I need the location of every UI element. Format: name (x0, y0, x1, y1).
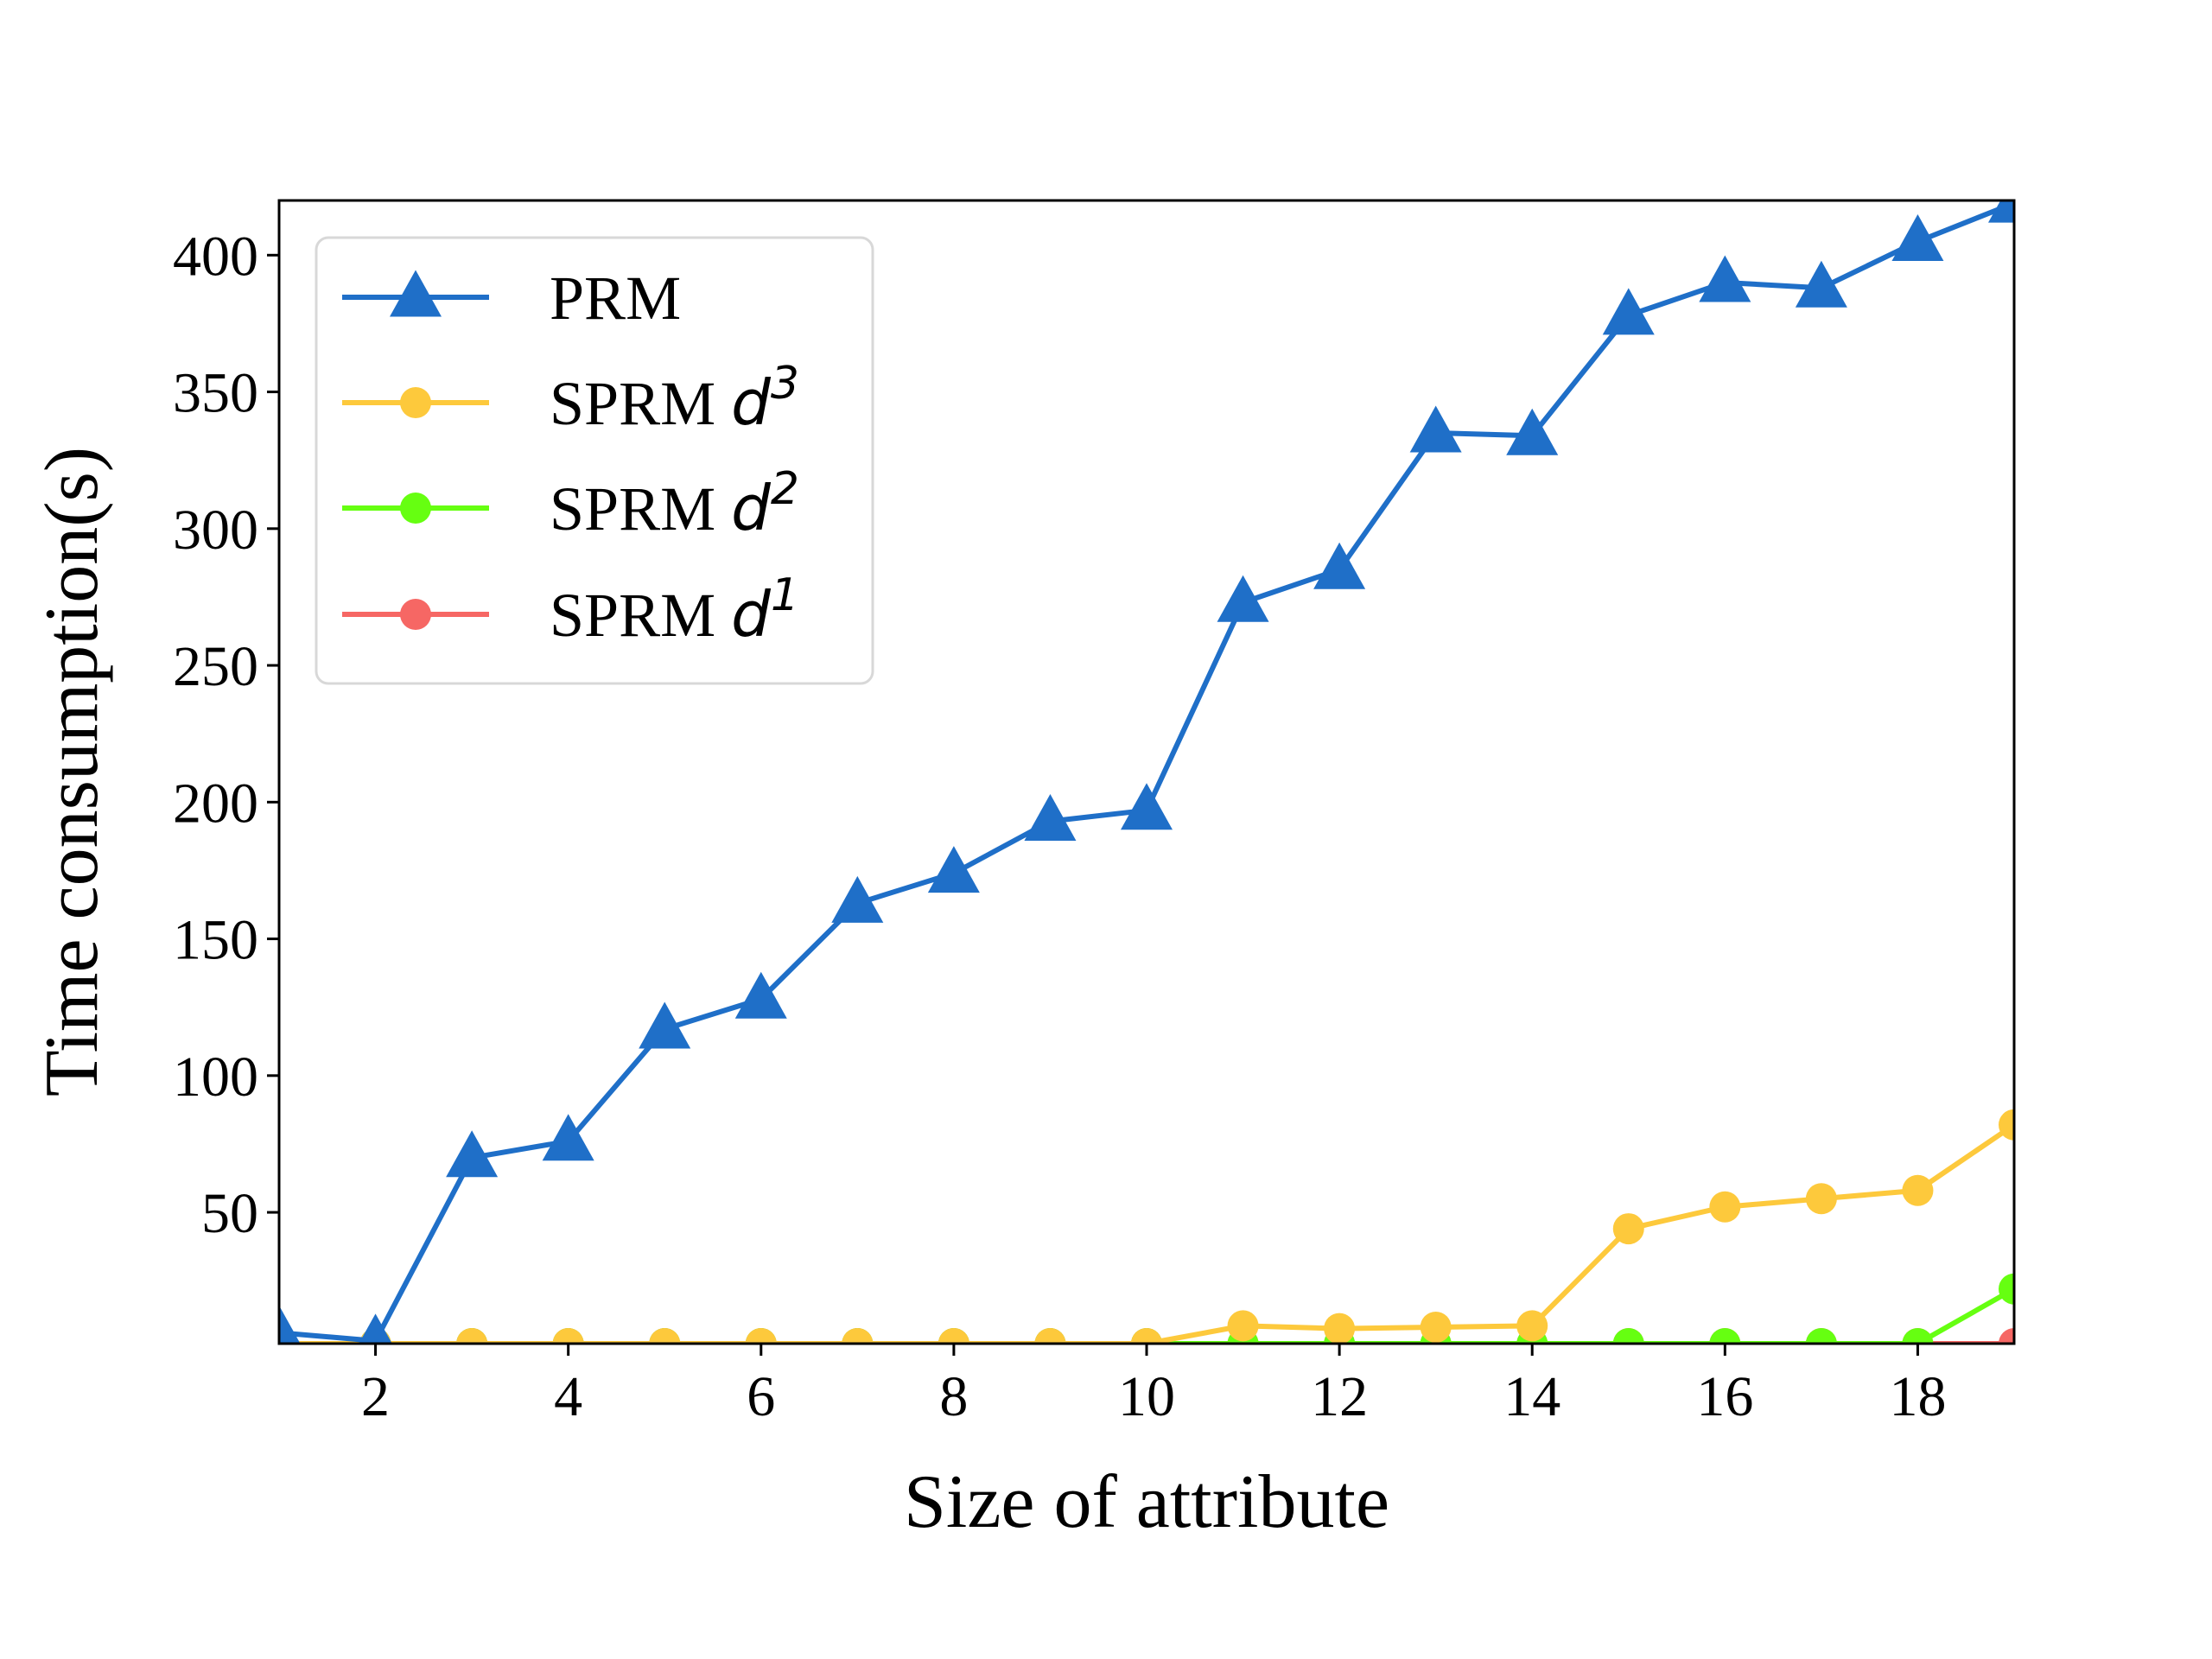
data-point (1024, 793, 1077, 841)
data-point (1805, 1183, 1837, 1215)
legend-label: SPRM d3 (550, 358, 799, 439)
data-point (745, 1328, 777, 1344)
data-point (1409, 405, 1462, 453)
series-layer (279, 200, 2014, 1344)
data-point (1121, 783, 1173, 830)
data-point (359, 1313, 392, 1344)
data-point (1034, 1328, 1066, 1344)
x-tick-label: 12 (1311, 1365, 1368, 1428)
data-point (1313, 542, 1366, 589)
data-point (1709, 1328, 1741, 1344)
data-point (1602, 288, 1655, 335)
data-point (1699, 255, 1751, 302)
legend-marker (390, 270, 442, 317)
x-axis-ticks: 2 4 6 8 10 12 14 16 18 (361, 1344, 1946, 1428)
data-point (734, 971, 787, 1019)
data-point (1324, 1313, 1356, 1344)
legend-label: SPRM d2 (550, 463, 799, 544)
data-point (831, 875, 884, 923)
legend-marker (400, 387, 431, 418)
data-point (649, 1328, 681, 1344)
data-point (1902, 1174, 1934, 1206)
y-tick-label: 400 (173, 225, 258, 288)
series-sprm-d3 (279, 1109, 2014, 1344)
x-tick-label: 10 (1118, 1365, 1175, 1428)
data-point (1902, 1328, 1934, 1344)
data-point (1795, 260, 1847, 308)
legend-items: PRM SPRM d3 SPRM d2 SPRM d1 (342, 264, 799, 651)
legend-label: SPRM d1 (550, 569, 799, 651)
y-axis-title: Time consumption(s) (30, 447, 114, 1096)
x-tick-label: 6 (747, 1365, 775, 1428)
data-point (1709, 1191, 1741, 1223)
data-point (542, 1114, 594, 1161)
data-point (446, 1130, 499, 1178)
data-point (1612, 1213, 1644, 1245)
legend: PRM SPRM d3 SPRM d2 SPRM d1 (315, 236, 874, 685)
y-tick-label: 200 (173, 772, 258, 835)
y-tick-label: 250 (173, 635, 258, 698)
data-point (1131, 1328, 1162, 1344)
data-point (1612, 1328, 1644, 1344)
data-point (1999, 1109, 2014, 1141)
x-tick-label: 2 (361, 1365, 390, 1428)
y-tick-label: 50 (201, 1182, 258, 1245)
x-tick-label: 18 (1889, 1365, 1946, 1428)
y-tick-label: 350 (173, 362, 258, 425)
legend-entry: SPRM d1 (342, 569, 799, 651)
data-point (1420, 1312, 1452, 1344)
x-tick-label: 14 (1503, 1365, 1560, 1428)
data-point (1516, 1310, 1548, 1342)
data-point (1217, 575, 1269, 622)
legend-box (315, 236, 874, 685)
plot-area (279, 200, 2014, 1344)
data-point (1988, 200, 2014, 223)
data-point (1999, 1273, 2014, 1305)
data-point (1891, 213, 1944, 261)
y-tick-label: 100 (173, 1046, 258, 1109)
legend-marker (400, 493, 431, 524)
data-point (1227, 1310, 1259, 1342)
plot-frame (277, 199, 2016, 1345)
legend-entry: SPRM d2 (342, 463, 799, 544)
y-axis-ticks: 50 100 150 200 250 300 350 400 (173, 225, 279, 1245)
x-tick-label: 16 (1696, 1365, 1753, 1428)
legend-marker (400, 599, 431, 630)
data-point (1506, 408, 1559, 455)
data-point (639, 1001, 691, 1049)
data-point (279, 1305, 301, 1344)
series-prm (279, 200, 2014, 1344)
x-tick-label: 4 (554, 1365, 582, 1428)
legend-entry: PRM (342, 264, 681, 333)
data-point (927, 846, 980, 893)
y-tick-label: 300 (173, 499, 258, 562)
data-point (938, 1328, 969, 1344)
y-tick-label: 150 (173, 909, 258, 972)
data-point (842, 1328, 874, 1344)
x-tick-label: 8 (939, 1365, 968, 1428)
legend-entry: SPRM d3 (342, 358, 799, 439)
data-point (456, 1328, 488, 1344)
x-axis-title: Size of attribute (904, 1460, 1389, 1544)
legend-label: PRM (550, 264, 681, 333)
data-point (1805, 1328, 1837, 1344)
data-point (552, 1328, 584, 1344)
data-point (1999, 1328, 2014, 1344)
